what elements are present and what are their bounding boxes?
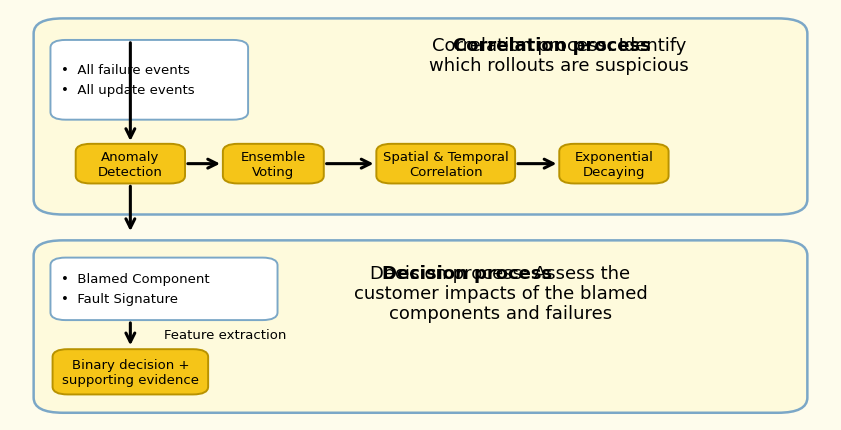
- Text: components and failures: components and failures: [389, 304, 612, 322]
- Text: Correlation process: Identify: Correlation process: Identify: [432, 37, 686, 55]
- FancyBboxPatch shape: [50, 258, 278, 320]
- FancyBboxPatch shape: [223, 144, 324, 184]
- FancyBboxPatch shape: [559, 144, 669, 184]
- FancyBboxPatch shape: [52, 349, 209, 395]
- Text: Decision process: Decision process: [382, 264, 552, 283]
- FancyBboxPatch shape: [76, 144, 185, 184]
- Text: Binary decision +
supporting evidence: Binary decision + supporting evidence: [62, 358, 198, 386]
- Text: Spatial & Temporal
Correlation: Spatial & Temporal Correlation: [383, 150, 509, 178]
- Text: Ensemble
Voting: Ensemble Voting: [241, 150, 306, 178]
- Text: Anomaly
Detection: Anomaly Detection: [98, 150, 163, 178]
- FancyBboxPatch shape: [34, 241, 807, 413]
- FancyBboxPatch shape: [34, 19, 807, 215]
- FancyBboxPatch shape: [377, 144, 515, 184]
- Text: •  Blamed Component
•  Fault Signature: • Blamed Component • Fault Signature: [61, 273, 209, 306]
- Text: customer impacts of the blamed: customer impacts of the blamed: [353, 284, 648, 302]
- Text: Feature extraction: Feature extraction: [164, 328, 287, 341]
- Text: Exponential
Decaying: Exponential Decaying: [574, 150, 653, 178]
- Text: •  All failure events
•  All update events: • All failure events • All update events: [61, 64, 194, 97]
- Text: Correlation process: Correlation process: [452, 37, 650, 55]
- Text: which rollouts are suspicious: which rollouts are suspicious: [430, 56, 689, 74]
- FancyBboxPatch shape: [50, 41, 248, 120]
- Text: Decision process: Assess the: Decision process: Assess the: [370, 264, 631, 283]
